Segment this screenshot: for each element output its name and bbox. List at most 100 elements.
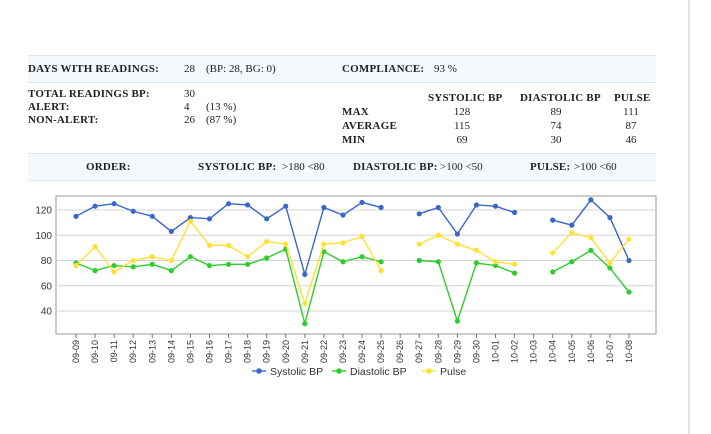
pulse-point xyxy=(264,238,270,245)
x-tick-label: 09-23 xyxy=(338,340,348,363)
stats-min-systolic: 69 xyxy=(456,134,468,146)
systolic-bp-point xyxy=(569,222,575,228)
diastolic-bp-point xyxy=(264,255,270,261)
diastolic-bp-point xyxy=(378,259,384,265)
y-tick-label: 40 xyxy=(41,307,53,318)
order-diastolic-label: DIASTOLIC BP: xyxy=(353,161,438,173)
diastolic-bp-point xyxy=(569,259,575,265)
pulse-point xyxy=(283,241,289,247)
x-tick-label: 10-08 xyxy=(624,340,634,363)
x-tick-label: 09-30 xyxy=(471,340,481,363)
legend: Systolic BP Diastolic BP Pulse xyxy=(252,366,466,378)
x-tick-label: 09-12 xyxy=(128,340,138,363)
x-tick-label: 10-01 xyxy=(491,340,501,363)
diastolic-bp-point xyxy=(111,262,117,269)
stats-max-pulse: 111 xyxy=(623,106,639,118)
x-tick-label: 09-16 xyxy=(204,340,214,363)
diastolic-bp-line-segment xyxy=(419,259,515,324)
x-tick-label: 09-17 xyxy=(224,340,234,363)
systolic-bp-point xyxy=(492,203,499,209)
diastolic-bp-point xyxy=(454,318,460,324)
pulse-point xyxy=(340,240,346,246)
x-tick-label: 09-21 xyxy=(300,340,310,363)
x-tick-label: 10-04 xyxy=(548,340,558,363)
pulse-point xyxy=(511,261,518,267)
systolic-bp-point xyxy=(149,213,155,219)
diastolic-bp-point xyxy=(340,259,346,265)
systolic-bp-line-segment xyxy=(419,204,515,236)
pulse-point xyxy=(168,257,174,264)
pulse-point xyxy=(245,254,251,260)
systolic-bp-point xyxy=(607,214,613,221)
series-group xyxy=(73,197,632,327)
pulse-point xyxy=(378,268,384,274)
systolic-bp-point xyxy=(473,202,480,208)
alert-label: ALERT: xyxy=(28,101,70,113)
days-detail: (BP: 28, BG: 0) xyxy=(206,63,276,75)
systolic-bp-point xyxy=(225,201,232,207)
compliance-label: COMPLIANCE: xyxy=(342,63,425,75)
order-systolic-value: >180 <80 xyxy=(282,161,325,173)
legend-pulse-marker xyxy=(426,368,432,374)
systolic-bp-point xyxy=(359,199,365,206)
y-tick-label: 100 xyxy=(35,231,52,242)
y-axis-labels: 40 60 80 100 120 xyxy=(35,206,52,318)
alert-percent: (13 %) xyxy=(206,101,237,113)
stats-header-diastolic: DIASTOLIC BP xyxy=(520,92,601,104)
legend-diastolic-bp-label: Diastolic BP xyxy=(350,366,407,378)
pulse-point xyxy=(92,244,98,250)
diastolic-bp-point xyxy=(626,289,632,295)
pulse-point xyxy=(569,230,575,236)
pulse-line-segment xyxy=(418,234,515,265)
stats-header-pulse: PULSE xyxy=(614,92,651,104)
order-pulse-value: >100 <60 xyxy=(574,161,617,173)
pulse-point xyxy=(454,241,460,247)
x-tick-label: 09-14 xyxy=(166,340,176,363)
pulse-point xyxy=(73,262,79,269)
stats-min-pulse: 46 xyxy=(625,134,637,146)
stats-row-min-label: MIN xyxy=(342,134,366,146)
order-label: ORDER: xyxy=(86,161,131,173)
total-readings-label: TOTAL READINGS BP: xyxy=(28,88,150,100)
nonalert-percent: (87 %) xyxy=(206,114,237,126)
x-tick-label: 09-19 xyxy=(262,340,272,363)
pulse-point xyxy=(626,236,632,242)
diastolic-bp-point xyxy=(435,259,441,265)
systolic-bp-point xyxy=(378,204,384,211)
pulse-point xyxy=(130,257,136,264)
x-axis-labels: 09-09 09-10 09-11 09-12 09-13 09-14 09-15 09-16… xyxy=(71,334,634,363)
x-tick-label: 09-29 xyxy=(452,340,462,363)
stats-average-systolic: 115 xyxy=(453,120,471,132)
diastolic-bp-point xyxy=(416,257,422,264)
stats-row-average-label: AVERAGE xyxy=(342,120,397,132)
stats-max-diastolic: 89 xyxy=(550,106,562,118)
systolic-bp-point xyxy=(264,216,270,222)
x-tick-label: 10-05 xyxy=(567,340,577,363)
summary-band: DAYS WITH READINGS: 28 (BP: 28, BG: 0) C… xyxy=(28,55,656,83)
x-tick-label: 09-24 xyxy=(357,340,367,363)
order-pulse-label: PULSE: xyxy=(530,161,571,173)
stats-average-diastolic: 74 xyxy=(550,120,562,132)
diastolic-bp-point xyxy=(130,264,136,270)
x-tick-label: 09-28 xyxy=(433,340,443,363)
diastolic-bp-point xyxy=(225,261,232,267)
systolic-bp-point xyxy=(92,203,98,209)
days-label: DAYS WITH READINGS: xyxy=(28,63,159,75)
systolic-bp-point xyxy=(187,214,194,221)
x-tick-label: 09-18 xyxy=(243,340,253,363)
systolic-bp-point xyxy=(130,208,136,214)
pulse-point xyxy=(492,259,499,265)
nonalert-label: NON-ALERT: xyxy=(28,114,99,126)
pulse-point xyxy=(435,232,441,238)
legend-systolic-bp-marker xyxy=(256,368,262,374)
right-border xyxy=(688,0,690,434)
pulse-point xyxy=(111,269,117,275)
diastolic-bp-point xyxy=(492,262,499,269)
systolic-bp-point xyxy=(321,204,327,211)
diastolic-bp-point xyxy=(511,270,518,276)
x-tick-label: 10-07 xyxy=(605,340,615,363)
x-tick-label: 09-15 xyxy=(185,340,195,363)
pulse-point xyxy=(607,260,613,266)
diastolic-bp-point xyxy=(359,254,365,260)
